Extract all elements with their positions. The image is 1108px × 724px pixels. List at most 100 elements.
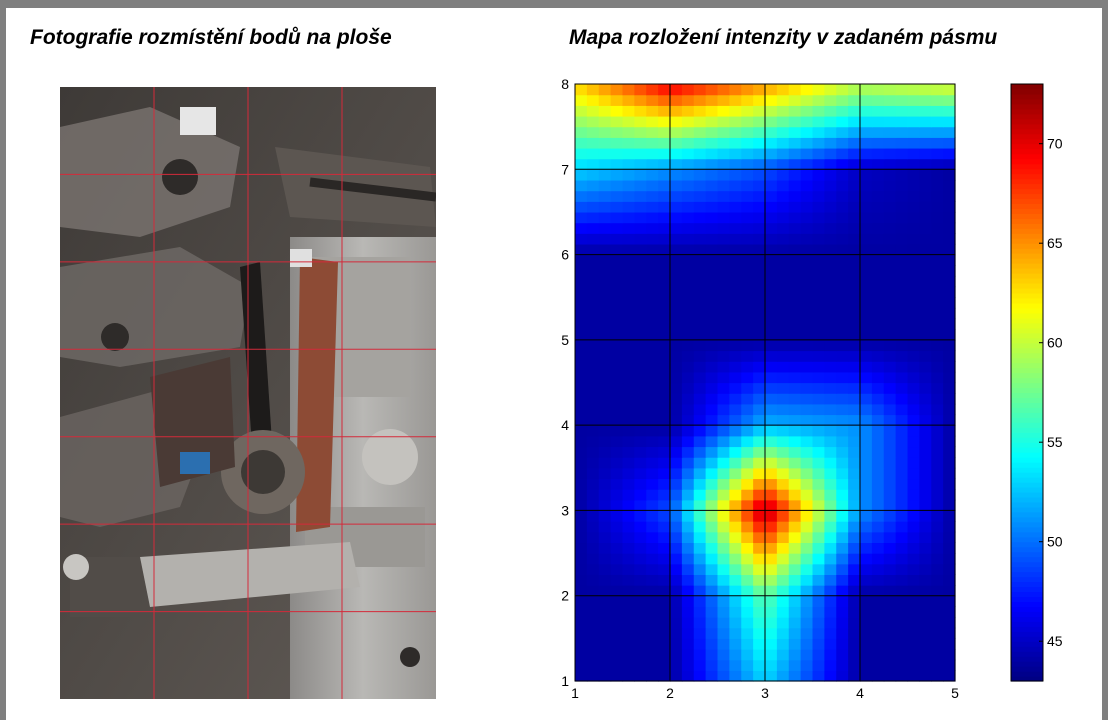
heatmap-cell xyxy=(717,457,730,469)
heatmap-cell xyxy=(634,137,647,149)
heatmap-cell xyxy=(907,595,920,607)
photo-title: Fotografie rozmístění bodů na ploše xyxy=(30,26,392,49)
heatmap-cell xyxy=(776,201,790,213)
heatmap-cell xyxy=(646,233,659,245)
heatmap-cell xyxy=(658,617,671,629)
heatmap-cell xyxy=(729,265,742,277)
heatmap-cell xyxy=(575,489,588,501)
heatmap-cell xyxy=(919,275,932,288)
heatmap-cell xyxy=(895,403,909,416)
heatmap-cell xyxy=(646,595,659,607)
heatmap-cell xyxy=(919,361,932,373)
heatmap-cell xyxy=(753,585,766,597)
colorbar-segment xyxy=(1011,482,1043,488)
heatmap-cell xyxy=(705,595,719,607)
heatmap-cell xyxy=(836,542,849,554)
heatmap-cell xyxy=(883,307,897,320)
heatmap-cell xyxy=(765,243,778,256)
heatmap-cell xyxy=(693,179,707,192)
heatmap-cell xyxy=(705,670,719,682)
heatmap-cell xyxy=(705,115,719,128)
y-tick-label: 2 xyxy=(561,588,569,604)
heatmap-cell xyxy=(646,286,659,298)
heatmap-cell xyxy=(646,617,659,629)
heatmap-cell xyxy=(705,414,719,426)
heatmap-cell xyxy=(646,425,659,437)
heatmap-cell xyxy=(610,286,624,298)
heatmap-cell xyxy=(931,414,944,426)
heatmap-cell xyxy=(622,499,635,512)
heatmap-cell xyxy=(788,563,802,575)
heatmap-cell xyxy=(598,329,612,341)
heatmap-cell xyxy=(670,382,683,394)
heatmap-cell xyxy=(634,233,647,245)
heatmap-cell xyxy=(705,446,719,458)
heatmap-cell xyxy=(788,382,802,394)
heatmap-cell xyxy=(812,137,825,149)
heatmap-cell xyxy=(575,393,588,405)
heatmap-cell xyxy=(931,649,944,661)
heatmap-cell xyxy=(717,553,730,565)
heatmap-cell xyxy=(765,233,778,245)
colorbar-segment xyxy=(1011,253,1043,259)
heatmap-cell xyxy=(800,467,814,480)
heatmap-cell xyxy=(729,489,742,501)
heatmap-cell xyxy=(622,371,635,384)
heatmap-cell xyxy=(586,222,600,234)
heatmap-cell xyxy=(705,521,719,533)
heatmap-cell xyxy=(693,659,707,671)
heatmap-cell xyxy=(836,435,849,448)
heatmap-cell xyxy=(729,275,742,288)
heatmap-cell xyxy=(943,115,956,128)
heatmap-cell xyxy=(575,169,588,181)
heatmap-cell xyxy=(753,435,766,448)
heatmap-cell xyxy=(860,169,873,181)
heatmap-cell xyxy=(586,489,600,501)
heatmap-cell xyxy=(824,158,837,170)
heatmap-cell xyxy=(800,169,814,181)
heatmap-cell xyxy=(788,574,802,586)
heatmap-cell xyxy=(800,627,814,639)
heatmap-cell xyxy=(575,617,588,629)
heatmap-cell xyxy=(693,425,707,437)
heatmap-cell xyxy=(598,233,612,245)
heatmap-cell xyxy=(800,478,814,490)
heatmap-cell xyxy=(610,329,624,341)
heatmap-cell xyxy=(646,659,659,671)
heatmap-cell xyxy=(883,649,897,661)
heatmap-cell xyxy=(693,169,707,181)
heatmap-cell xyxy=(765,211,778,224)
heatmap-cell xyxy=(622,510,635,522)
heatmap-cell xyxy=(610,510,624,522)
heatmap-cell xyxy=(741,126,754,138)
heatmap-cell xyxy=(717,265,730,277)
heatmap-cell xyxy=(800,126,814,138)
heatmap-cell xyxy=(586,318,600,330)
heatmap-cell xyxy=(824,329,837,341)
heatmap-cell xyxy=(575,286,588,298)
heatmap-cell xyxy=(824,243,837,256)
heatmap-cell xyxy=(753,233,766,245)
heatmap-cell xyxy=(765,286,778,298)
heatmap-cell xyxy=(634,403,647,416)
heatmap-cell xyxy=(765,606,778,618)
heatmap-cell xyxy=(883,542,897,554)
heatmap-cell xyxy=(753,595,766,607)
heatmap-cell xyxy=(670,233,683,245)
heatmap-cell xyxy=(848,531,861,544)
heatmap-cell xyxy=(895,467,909,480)
heatmap-cell xyxy=(931,382,944,394)
heatmap-cell xyxy=(622,425,635,437)
heatmap-cell xyxy=(741,275,754,288)
heatmap-cell xyxy=(634,382,647,394)
heatmap-cell xyxy=(895,499,909,512)
colorbar-segment xyxy=(1011,676,1043,682)
heatmap-cell xyxy=(848,606,861,618)
heatmap-cell xyxy=(776,169,790,181)
heatmap-cell xyxy=(907,531,920,544)
heatmap-cell xyxy=(895,243,909,256)
heatmap-cell xyxy=(634,670,647,682)
y-tick-label: 6 xyxy=(561,247,569,263)
colorbar-segment xyxy=(1011,292,1043,299)
heatmap-cell xyxy=(931,393,944,405)
